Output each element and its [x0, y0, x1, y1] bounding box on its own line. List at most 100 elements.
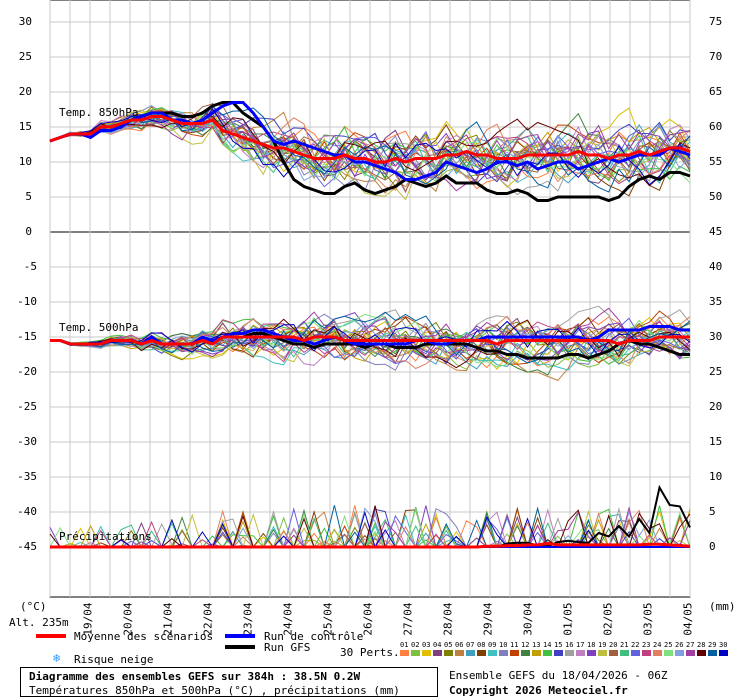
perturbation-number: 11 — [510, 641, 519, 649]
chart-grid — [49, 0, 691, 598]
perturbation-number: 12 — [521, 641, 530, 649]
chart-title-box: Diagramme des ensembles GEFS sur 384h : … — [20, 667, 438, 697]
y-tick-left-500: -5 — [23, 260, 37, 273]
perturbation-color-swatch — [488, 650, 497, 656]
perturbation-number: 29 — [708, 641, 717, 649]
legend-control-label: Run de contrôle — [264, 630, 364, 643]
perturbation-number: 13 — [532, 641, 541, 649]
x-tick-label: 01/05 — [561, 602, 575, 636]
y-tick-left-500: -40 — [17, 505, 37, 518]
perturbation-color-swatch — [521, 650, 530, 656]
perturbation-number: 04 — [433, 641, 442, 649]
mean-t500-line — [50, 335, 690, 346]
perturbation-29-t500 — [49, 311, 691, 364]
x-tick-label: 27/04 — [401, 602, 415, 636]
perturbation-30-t850 — [49, 107, 691, 186]
perturbation-color-swatch — [499, 650, 508, 656]
x-tick-label: 04/05 — [681, 602, 695, 636]
panel-label-precip: Précipitations — [59, 530, 152, 543]
y-tick-right-850: 70 — [709, 50, 723, 63]
legend-mean-line — [36, 634, 66, 638]
panel-label-850: Temp. 850hPa — [59, 106, 139, 119]
y-tick-right-500: 40 — [709, 260, 723, 273]
perturbation-number: 21 — [620, 641, 629, 649]
y-tick-left-500: -30 — [17, 435, 37, 448]
control-t500-line — [50, 325, 690, 346]
x-tick-label: 26/04 — [361, 602, 375, 636]
y-tick-right-500: 5 — [709, 505, 716, 518]
perturbation-color-swatch — [477, 650, 486, 656]
perturbation-color-swatch — [708, 650, 717, 656]
source-info: Ensemble GEFS du 18/04/2026 - 06Z — [449, 669, 668, 682]
y-tick-left-850: 0 — [25, 225, 32, 238]
perturbation-number: 17 — [576, 641, 585, 649]
perturbation-number: 25 — [664, 641, 673, 649]
y-tick-right-500: 35 — [709, 295, 723, 308]
perturbation-number: 03 — [422, 641, 431, 649]
perturbation-color-swatch — [675, 650, 684, 656]
perturbation-color-swatch — [609, 650, 618, 656]
perturbation-08-t500 — [49, 316, 691, 358]
y-tick-left-850: 30 — [18, 15, 32, 28]
legend-gfs-line — [225, 645, 255, 649]
y-tick-right-850: 45 — [709, 225, 723, 238]
perturbation-color-swatch — [697, 650, 706, 656]
y-tick-left-850: 20 — [18, 85, 32, 98]
y-tick-right-500: 15 — [709, 435, 723, 448]
perturbation-27-t850 — [49, 105, 691, 192]
x-tick-label: 02/05 — [601, 602, 615, 636]
perturbation-color-swatch — [686, 650, 695, 656]
perturbation-color-swatch — [455, 650, 464, 656]
y-tick-right-850: 50 — [709, 190, 723, 203]
perturbation-color-swatch — [422, 650, 431, 656]
legend-control-line — [225, 634, 255, 638]
x-tick-label: 28/04 — [441, 602, 455, 636]
perturbation-color-swatch — [642, 650, 651, 656]
perturbation-30-t500 — [49, 320, 691, 357]
y-tick-left-500: -20 — [17, 365, 37, 378]
perturbation-color-swatch — [510, 650, 519, 656]
perturbation-number: 19 — [598, 641, 607, 649]
perturbation-number: 02 — [411, 641, 420, 649]
mean-t850-line — [49, 115, 691, 164]
perturbation-number: 26 — [675, 641, 684, 649]
perturbations-label: 30 Perts. — [340, 646, 400, 659]
perturbation-number: 24 — [653, 641, 662, 649]
perturbation-color-swatch — [466, 650, 475, 656]
perturbation-color-swatch — [587, 650, 596, 656]
x-tick-label: 03/05 — [641, 602, 655, 636]
perturbation-color-swatch — [532, 650, 541, 656]
perturbation-color-swatch — [400, 650, 409, 656]
y-tick-left-850: 25 — [18, 50, 32, 63]
control-t850-line — [49, 101, 691, 181]
perturbation-number: 15 — [554, 641, 563, 649]
perturbation-color-swatch — [653, 650, 662, 656]
perturbation-number: 22 — [631, 641, 640, 649]
y-tick-left-500: -15 — [17, 330, 37, 343]
perturbation-color-swatch — [444, 650, 453, 656]
mean-precip-line — [50, 541, 691, 549]
y-tick-left-500: -10 — [17, 295, 37, 308]
perturbation-21-t500 — [49, 327, 691, 358]
right-unit-label: (mm) — [709, 600, 736, 613]
perturbation-number: 23 — [642, 641, 651, 649]
y-tick-right-500: 20 — [709, 400, 723, 413]
y-tick-right-850: 65 — [709, 85, 723, 98]
left-unit-label: (°C) — [20, 600, 47, 613]
y-tick-right-500: 30 — [709, 330, 723, 343]
perturbation-20-t850 — [49, 103, 691, 193]
y-tick-right-500: 0 — [709, 540, 716, 553]
y-tick-right-500: 10 — [709, 470, 723, 483]
copyright: Copyright 2026 Meteociel.fr — [449, 684, 628, 697]
y-tick-left-850: 5 — [25, 190, 32, 203]
y-tick-left-850: 15 — [18, 120, 32, 133]
perturbation-number: 01 — [400, 641, 409, 649]
perturbation-number: 08 — [477, 641, 486, 649]
perturbation-color-swatch — [664, 650, 673, 656]
perturbation-number: 20 — [609, 641, 618, 649]
perturbation-color-swatch — [719, 650, 728, 656]
legend-mean-label: Moyenne des scénarios — [74, 630, 214, 643]
perturbation-color-swatch — [411, 650, 420, 656]
perturbation-number: 30 — [719, 641, 728, 649]
legend-snow-label: Risque neige — [74, 653, 154, 666]
